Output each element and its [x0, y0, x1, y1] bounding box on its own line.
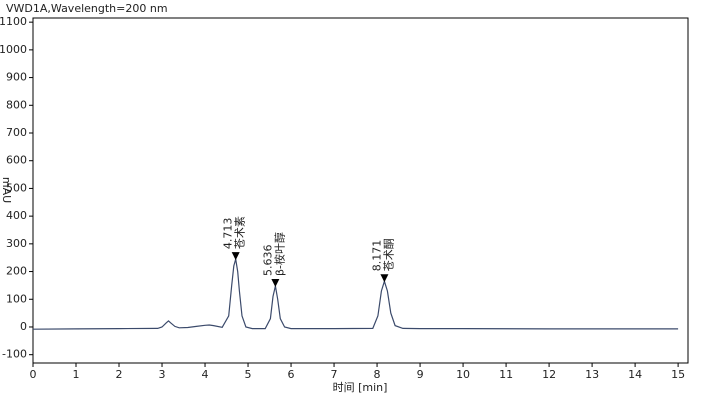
x-tick-label: 10: [456, 368, 470, 381]
x-tick-label: 12: [542, 368, 556, 381]
y-tick-label: 800: [6, 98, 27, 111]
peak-marker: [231, 252, 240, 261]
y-tick-label: 600: [6, 154, 27, 167]
y-tick-label: 1000: [0, 43, 27, 56]
y-tick-label: 900: [6, 71, 27, 84]
x-tick-label: 1: [73, 368, 80, 381]
x-tick-label: 6: [288, 368, 295, 381]
x-tick-label: 13: [585, 368, 599, 381]
peak-marker: [271, 278, 280, 287]
peak-time: 8.171: [370, 240, 383, 272]
y-tick-label: 1100: [0, 15, 27, 28]
peak-marker: [380, 274, 389, 283]
x-tick-label: 14: [628, 368, 642, 381]
peak-name: β-桉叶醇: [272, 232, 286, 276]
y-tick-label: 700: [6, 126, 27, 139]
peak-name: 苍术酮: [382, 238, 395, 271]
y-tick-label: 0: [20, 320, 27, 333]
peak-time: 5.636: [261, 244, 274, 276]
x-tick-label: 4: [202, 368, 209, 381]
x-tick-label: 8: [374, 368, 381, 381]
x-tick-label: 2: [116, 368, 123, 381]
peak-name: 苍术素: [234, 216, 247, 249]
x-tick-label: 15: [671, 368, 685, 381]
x-tick-label: 11: [499, 368, 513, 381]
chart-title: VWD1A,Wavelength=200 nm: [6, 2, 168, 15]
y-tick-label: 200: [6, 265, 27, 278]
x-axis-label: 时间 [min]: [333, 381, 388, 394]
y-tick-label: 100: [6, 292, 27, 305]
x-tick-label: 9: [417, 368, 424, 381]
y-tick-label: 400: [6, 209, 27, 222]
x-tick-label: 0: [30, 368, 37, 381]
x-tick-label: 3: [159, 368, 166, 381]
peak-time: 4.713: [222, 218, 235, 250]
plot-frame: [32, 17, 689, 364]
y-tick-label: 500: [6, 181, 27, 194]
y-axis-label: mAU: [0, 177, 13, 203]
y-tick-label: -100: [2, 348, 27, 361]
y-tick-label: 300: [6, 237, 27, 250]
x-tick-label: 5: [245, 368, 252, 381]
trace: [32, 258, 679, 330]
x-tick-label: 7: [331, 368, 338, 381]
